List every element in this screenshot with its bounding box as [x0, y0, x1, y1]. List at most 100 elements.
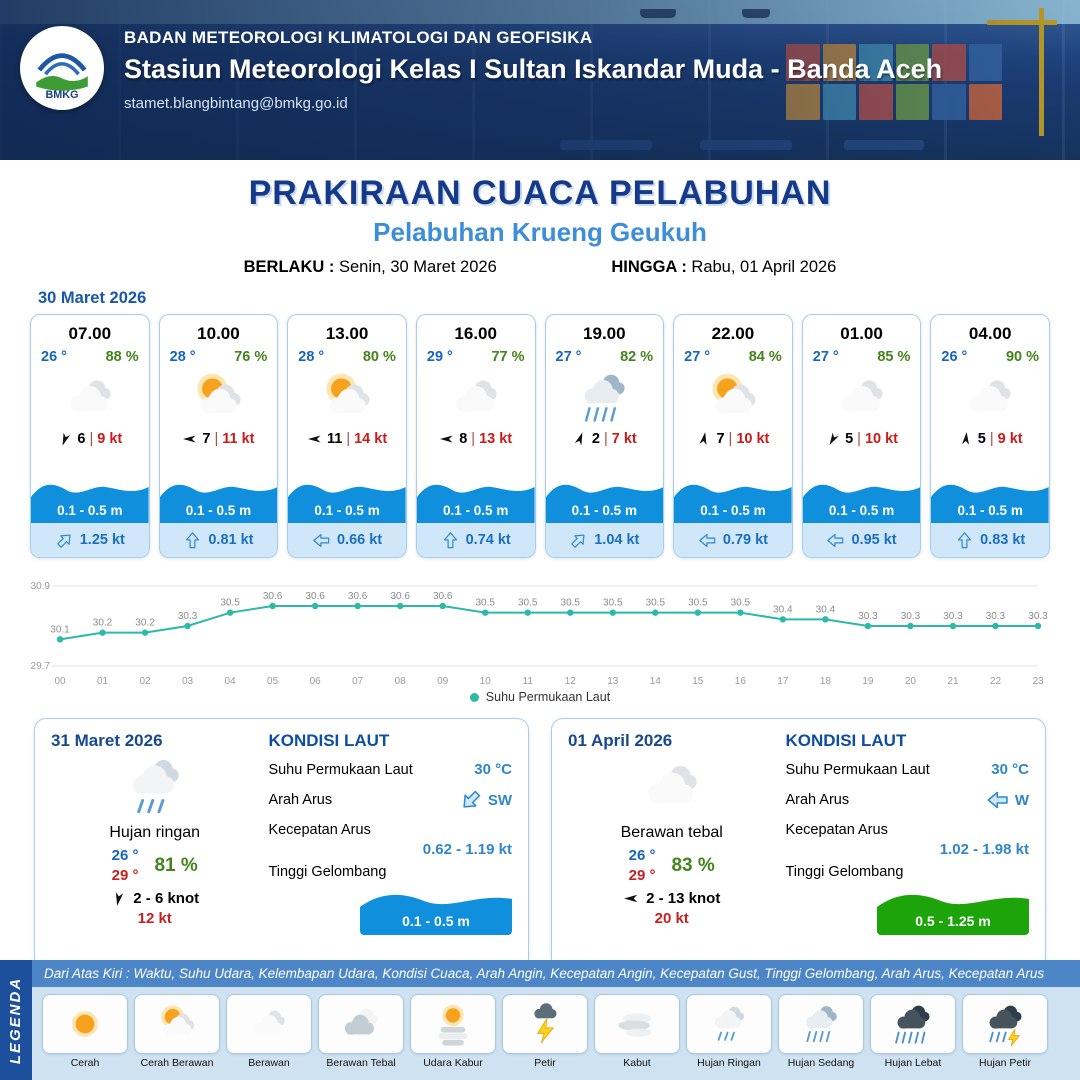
svg-text:22: 22 — [990, 676, 1002, 687]
sea-conditions-title: KONDISI LAUT — [785, 731, 907, 750]
legend-item-label: Berawan Tebal — [326, 1057, 396, 1069]
wave-height-band: 0.1 - 0.5 m — [31, 477, 149, 523]
wind-row: 6 | 9 kt — [31, 431, 149, 447]
wave-height-value: 0.1 - 0.5 m — [957, 503, 1023, 518]
time-label: 04.00 — [968, 324, 1012, 343]
temperature-value: 26 ° — [41, 349, 67, 365]
wind-speed: 11 — [326, 431, 343, 447]
wave-height-label: Tinggi Gelombang — [785, 864, 904, 880]
svg-text:01: 01 — [97, 676, 109, 687]
svg-text:06: 06 — [310, 676, 322, 687]
weather-icon — [798, 1001, 844, 1047]
wind-speed: 6 — [77, 431, 86, 447]
humidity-value: 88 % — [105, 349, 139, 365]
agency-name: BADAN METEOROLOGI KLIMATOLOGI DAN GEOFIS… — [124, 28, 593, 47]
svg-text:10: 10 — [480, 676, 492, 687]
current-speed: 0.81 kt — [208, 532, 254, 548]
wind-direction-arrow-icon — [623, 890, 640, 907]
temp-min: 26 ° — [628, 847, 656, 864]
wave-shape — [674, 484, 792, 523]
svg-text:05: 05 — [267, 676, 279, 687]
gust-speed: 7 kt — [611, 431, 637, 447]
forecast-card: 01.00 27 ° 85 % 5 | 10 kt 0.1 - 0.5 m — [801, 314, 922, 558]
separator: | — [989, 431, 994, 447]
current-direction-label: Arah Arus — [268, 792, 333, 808]
wave-height-value: 0.1 - 0.5 m — [314, 503, 380, 518]
svg-text:29.7: 29.7 — [31, 661, 51, 672]
wave-height-band: 0.1 - 0.5 m — [288, 477, 406, 523]
wave-shape — [416, 484, 535, 523]
svg-text:30.3: 30.3 — [178, 611, 198, 622]
gust-speed: 13 kt — [479, 431, 513, 447]
wave-shape — [359, 894, 512, 935]
svg-text:09: 09 — [437, 676, 449, 687]
legend-item: Cerah Berawan — [134, 994, 220, 1069]
current-speed: 0.95 kt — [851, 532, 897, 548]
daily-date: 01 April 2026 — [568, 731, 673, 750]
legend-item-label: Hujan Lebat — [884, 1057, 942, 1069]
svg-text:30.6: 30.6 — [305, 591, 325, 602]
svg-text:30.5: 30.5 — [603, 598, 623, 609]
wind-row: 8 | 13 kt — [417, 431, 535, 447]
svg-text:08: 08 — [395, 676, 407, 687]
daily-forecast-card: 31 Maret 2026 Hujan ringan 26 ° 29 ° 81 … — [34, 718, 529, 970]
separator: | — [857, 431, 861, 447]
svg-text:19: 19 — [862, 676, 874, 687]
wind-speed: 7 — [716, 431, 725, 447]
wind-speed: 5 — [845, 431, 854, 447]
current-row: 0.83 kt — [931, 523, 1049, 557]
svg-text:30.2: 30.2 — [93, 618, 113, 629]
current-direction-arrow-icon — [569, 531, 588, 550]
weather-icon — [522, 1001, 568, 1047]
current-direction-arrow-icon — [312, 531, 331, 550]
humidity-value: 83 % — [671, 854, 715, 876]
port-name: Pelabuhan Krueng Geukuh — [373, 217, 707, 247]
weather-icon — [614, 1001, 660, 1047]
temp-humidity-row: 29 ° 77 % — [417, 344, 535, 365]
wave-height-box: 0.1 - 0.5 m — [359, 883, 512, 935]
sst-chart-section: 30.9 29.7 30.1 00 30.2 01 30.2 02 30.3 03 30.5 04 30… — [30, 570, 1050, 704]
temperature-value: 26 ° — [941, 349, 968, 365]
wind-direction-arrow-icon — [57, 431, 73, 447]
separator: | — [214, 431, 219, 447]
valid-until: HINGGA : Rabu, 01 April 2026 — [611, 258, 836, 276]
legend-icon-box — [226, 994, 312, 1054]
wave-height-value: 0.5 - 1.25 m — [915, 913, 991, 929]
humidity-value: 77 % — [491, 349, 525, 365]
svg-text:30.5: 30.5 — [220, 598, 240, 609]
svg-text:30.5: 30.5 — [475, 598, 495, 609]
wave-height-value: 0.1 - 0.5 m — [700, 503, 766, 518]
svg-text:00: 00 — [54, 676, 66, 687]
time-label: 01.00 — [840, 324, 883, 343]
wave-height-band: 0.1 - 0.5 m — [802, 477, 921, 523]
legend-item-label: Hujan Sedang — [787, 1057, 855, 1069]
forecast-card: 13.00 28 ° 80 % 11 | 14 kt 0.1 - 0.5 m — [287, 314, 407, 558]
svg-text:23: 23 — [1032, 676, 1044, 687]
weather-icon — [706, 1001, 752, 1047]
current-speed-value: 0.62 - 1.19 kt — [422, 841, 512, 858]
svg-text:30.4: 30.4 — [773, 604, 793, 615]
wind-range: 2 - 6 knot — [133, 890, 200, 907]
time-label: 10.00 — [197, 324, 240, 343]
weather-icon — [829, 368, 895, 428]
legend-item-label: Cerah Berawan — [140, 1057, 214, 1069]
legend-item-label: Hujan Ringan — [697, 1057, 761, 1069]
svg-text:15: 15 — [692, 676, 704, 687]
current-row: 0.74 kt — [416, 523, 535, 557]
svg-text:30.9: 30.9 — [31, 581, 51, 592]
weather-icon — [314, 368, 380, 428]
daily-date: 31 Maret 2026 — [51, 731, 163, 750]
hourly-forecast-row: 07.00 26 ° 88 % 6 | 9 kt 0.1 - 0.5 m — [30, 314, 1050, 558]
svg-text:30.3: 30.3 — [858, 611, 878, 622]
svg-text:03: 03 — [182, 676, 194, 687]
wind-row: 2 - 6 knot — [110, 890, 199, 907]
legend-item-label: Petir — [534, 1057, 556, 1069]
wave-height-band: 0.1 - 0.5 m — [416, 477, 535, 523]
svg-text:30.6: 30.6 — [390, 591, 410, 602]
sea-conditions-title: KONDISI LAUT — [268, 731, 390, 750]
current-direction: SW — [459, 788, 512, 812]
legend-icon-box — [502, 994, 588, 1054]
wave-shape — [876, 894, 1029, 935]
svg-text:18: 18 — [820, 676, 832, 687]
wave-height-row: Tinggi Gelombang 0.1 - 0.5 m — [268, 864, 512, 935]
